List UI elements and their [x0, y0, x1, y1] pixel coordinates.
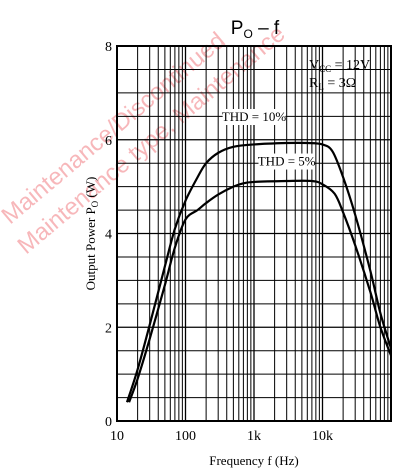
y-tick-label: 4: [105, 228, 112, 243]
tick-labels: 10 100 1k 10k 0 2 4 6 8: [105, 40, 333, 444]
y-tick-label: 6: [105, 134, 112, 149]
chart-title: PO – f: [231, 18, 280, 41]
watermark-line: Maintenance/Discontinued: [0, 27, 231, 229]
series-label-bg: [222, 109, 286, 125]
x-axis-label: Frequency f (Hz): [209, 453, 299, 468]
y-axis-label: Output Power PO (W): [83, 177, 100, 291]
grid: [117, 46, 391, 421]
chart-title-main: P: [231, 18, 244, 39]
x-tick-label: 10: [110, 429, 124, 444]
chart-title-suffix: – f: [253, 18, 280, 39]
condition-label: RL = 3Ω: [309, 76, 356, 92]
series-line-thd-5: [128, 179, 391, 403]
y-tick-label: 0: [105, 415, 112, 430]
chart-title-sub: O: [243, 27, 252, 41]
condition-rest: = 3Ω: [324, 76, 356, 91]
y-axis-label-main: Output Power P: [83, 207, 98, 290]
x-tick-label: 1k: [247, 429, 261, 444]
y-tick-label: 8: [105, 40, 112, 55]
series-label: THD = 5%: [258, 154, 316, 169]
series-label-bg: [258, 153, 315, 170]
plot-frame: [116, 45, 392, 422]
y-axis-label-unit: (W): [83, 177, 98, 201]
condition-label: VCC = 12V: [309, 58, 370, 74]
condition-sub: L: [318, 82, 324, 92]
condition-main: R: [309, 76, 319, 91]
y-tick-label: 2: [105, 321, 112, 336]
x-tick-label: 100: [175, 429, 196, 444]
condition-sub: CC: [319, 64, 331, 74]
condition-main: V: [309, 58, 319, 73]
condition-rest: = 12V: [331, 58, 370, 73]
x-tick-label: 10k: [312, 429, 333, 444]
series-layer: THD = 10% THD = 5%: [125, 109, 391, 403]
y-axis-label-sub: O: [90, 200, 100, 207]
series-label: THD = 10%: [222, 109, 287, 124]
series-line-thd-10: [125, 141, 391, 403]
